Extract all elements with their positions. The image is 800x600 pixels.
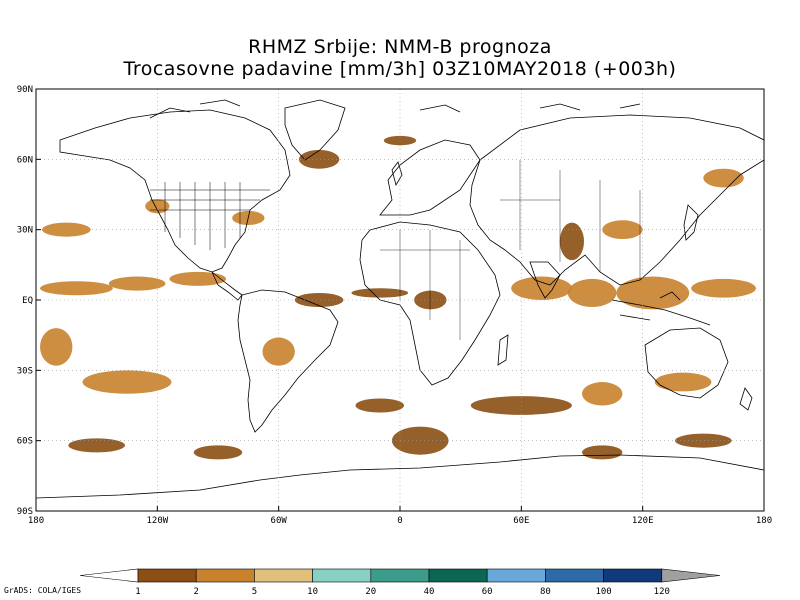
- precip-area: [82, 370, 172, 394]
- precip-area: [351, 288, 409, 298]
- precip-area: [40, 328, 73, 366]
- colorbar-swatch: [254, 568, 313, 583]
- y-tick-label: 30S: [17, 366, 33, 376]
- colorbar-swatch: [428, 568, 488, 583]
- precip-area: [414, 290, 447, 310]
- precip-area: [355, 398, 405, 413]
- graticule: [36, 89, 764, 511]
- colorbar: 1 2 5 10 20 40 60 80 100 120: [79, 568, 721, 597]
- precip-area: [169, 271, 227, 286]
- colorbar-under-triangle: [79, 568, 139, 583]
- coastline-indonesia: [611, 291, 711, 326]
- precip-area: [68, 438, 125, 453]
- coastline-south-america: [237, 289, 339, 433]
- x-tick-label: 0: [397, 516, 402, 526]
- precip-area: [108, 276, 166, 291]
- coastline-greenland: [284, 99, 346, 161]
- y-tick-label: 60N: [17, 155, 33, 165]
- colorbar-label: 10: [307, 587, 318, 597]
- y-tick-label: EQ: [22, 296, 33, 306]
- colorbar-label: 20: [365, 587, 376, 597]
- colorbar-swatch: [603, 568, 663, 583]
- precip-area: [193, 445, 243, 460]
- y-tick-label: 60S: [17, 437, 33, 447]
- coastline-australia: [644, 327, 729, 399]
- x-tick-label: 120W: [146, 516, 168, 526]
- precip-area: [262, 337, 295, 366]
- x-tick-label: 180: [756, 516, 772, 526]
- precip-area: [145, 199, 170, 214]
- precip-area: [703, 168, 744, 188]
- precip-area: [602, 220, 643, 240]
- map-title-line1: RHMZ Srbije: NMM-B prognoza: [248, 36, 552, 58]
- coastline-europe: [379, 139, 481, 216]
- coastline-madagascar: [497, 334, 509, 366]
- precip-area: [511, 276, 572, 300]
- colorbar-swatch: [312, 568, 372, 583]
- precip-area: [582, 382, 623, 406]
- precip-area: [582, 445, 623, 460]
- coastline-layer: [36, 99, 764, 499]
- precip-area: [298, 149, 340, 169]
- coastline-british-isles: [391, 161, 403, 187]
- colorbar-swatch: [545, 568, 604, 583]
- coastline-arctic-islands: [149, 99, 641, 119]
- colorbar-swatch: [486, 568, 546, 583]
- coastline-india: [529, 261, 561, 299]
- colorbar-label: 40: [424, 587, 435, 597]
- colorbar-swatch: [370, 568, 430, 583]
- coastline-central-america: [211, 271, 243, 301]
- coastline-africa: [359, 221, 501, 386]
- colorbar-label: 60: [482, 587, 493, 597]
- colorbar-label: 5: [252, 587, 257, 597]
- precip-area: [42, 222, 91, 237]
- precip-area: [40, 281, 113, 296]
- precip-area: [383, 135, 417, 146]
- precip-area: [616, 276, 690, 310]
- x-tick-label: 120E: [632, 516, 654, 526]
- grads-credit: GrADS: COLA/IGES: [4, 586, 82, 595]
- coastline-new-zealand: [739, 387, 753, 411]
- colorbar-label: 100: [595, 587, 611, 597]
- coastline-north-america: [59, 109, 291, 273]
- colorbar-label: 1: [135, 587, 140, 597]
- colorbar-swatch: [195, 568, 255, 583]
- precip-area: [294, 292, 344, 308]
- colorbar-swatch: [137, 568, 197, 583]
- map-axes: 180 120W 60W 0 60E 120E 180 90N 60N 30N EQ 30S 60S 90…: [17, 85, 772, 526]
- political-borders-usa: [150, 182, 270, 250]
- precip-area: [559, 222, 585, 261]
- coastline-antarctica: [36, 454, 764, 499]
- colorbar-over-triangle: [661, 568, 721, 583]
- colorbar-label: 120: [654, 587, 670, 597]
- y-tick-label: 30N: [17, 226, 33, 236]
- x-tick-label: 60E: [513, 516, 529, 526]
- y-tick-label: 90N: [17, 85, 33, 95]
- x-tick-label: 180: [28, 516, 44, 526]
- precip-area: [567, 278, 617, 308]
- y-tick-label: 90S: [17, 507, 33, 517]
- precip-area: [691, 278, 756, 298]
- precip-area: [675, 433, 732, 448]
- colorbar-label: 2: [193, 587, 198, 597]
- map-title-line2: Trocasovne padavine [mm/3h] 03Z10MAY2018…: [123, 58, 677, 80]
- coastline-japan: [683, 204, 699, 241]
- precip-area: [654, 372, 712, 392]
- colorbar-label: 80: [540, 587, 551, 597]
- x-tick-label: 60W: [271, 516, 288, 526]
